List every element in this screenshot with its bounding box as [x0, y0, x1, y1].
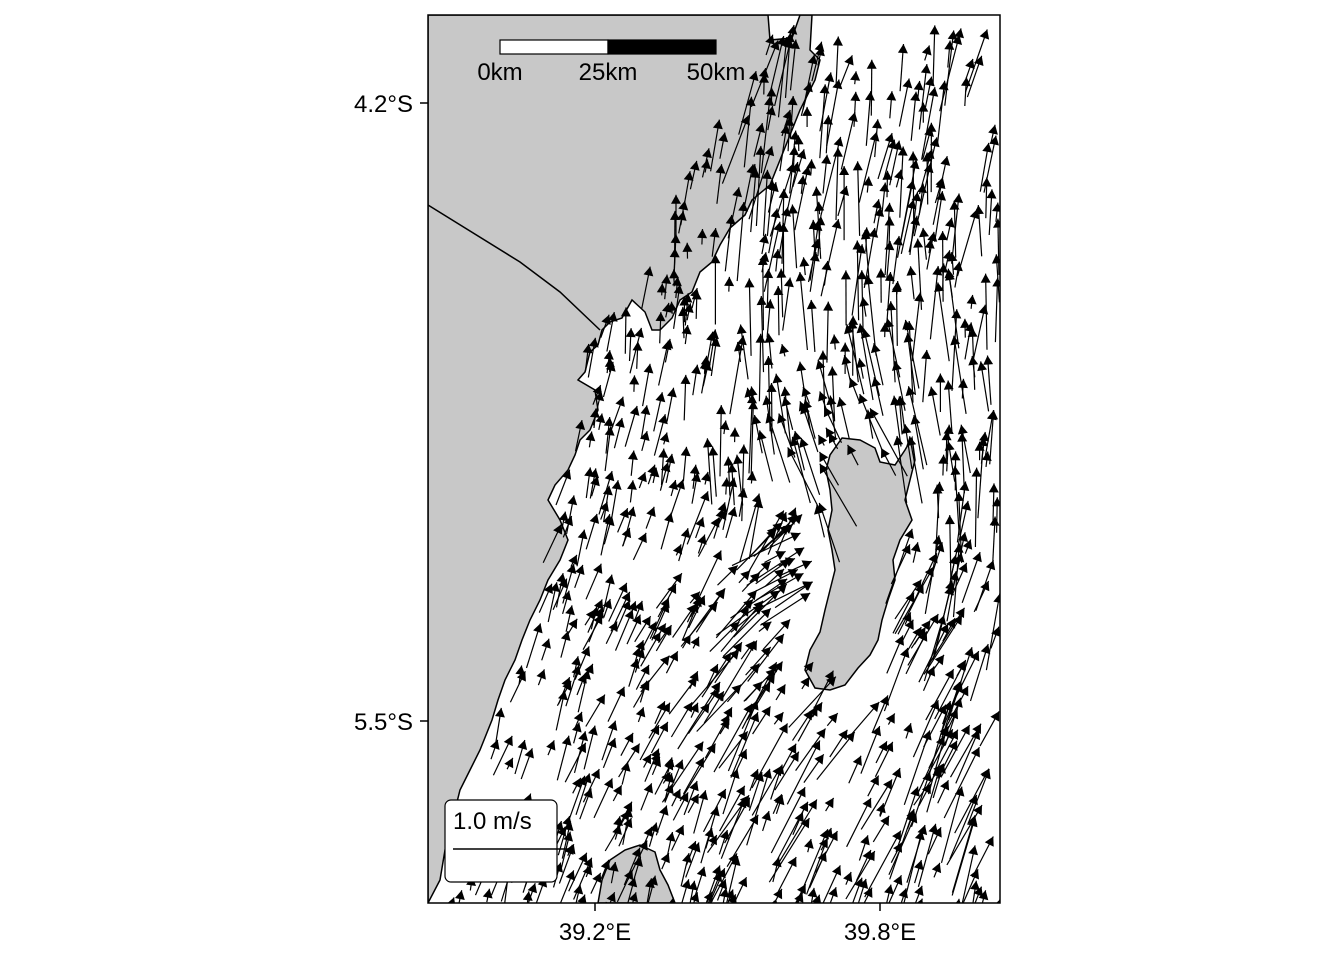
y-tick-label-2: 5.5°S — [354, 709, 413, 736]
vector-legend: 1.0 m/s — [445, 800, 570, 882]
current-vector-shaft — [949, 899, 959, 954]
current-vector-shaft — [469, 904, 472, 926]
current-vector-head — [941, 904, 950, 914]
x-tick-label-1: 39.2°E — [559, 919, 631, 946]
current-vector-head — [954, 904, 964, 914]
current-vector-shaft — [931, 904, 949, 944]
scale-bar-label-50: 50km — [687, 59, 746, 86]
y-axis: 4.2°S 5.5°S — [354, 91, 428, 736]
current-vector-shaft — [954, 904, 961, 938]
y-tick-label-1: 4.2°S — [354, 91, 413, 118]
scale-bar-label-25: 25km — [579, 59, 638, 86]
current-vector-head — [492, 904, 501, 914]
current-vector-shaft — [600, 902, 607, 921]
current-vector-shaft — [483, 904, 500, 946]
vector-legend-label: 1.0 m/s — [453, 808, 532, 835]
scale-bar: 0km 25km 50km — [477, 40, 745, 86]
scale-bar-segment-black — [608, 40, 716, 54]
scale-bar-label-0: 0km — [477, 59, 522, 86]
current-vector-shaft — [438, 897, 454, 941]
scale-bar-segment-white — [500, 40, 608, 54]
x-tick-label-2: 39.8°E — [844, 919, 916, 946]
current-vector-shaft — [760, 901, 775, 937]
current-vector-head — [466, 904, 476, 914]
x-axis: 39.2°E 39.8°E — [559, 903, 916, 946]
